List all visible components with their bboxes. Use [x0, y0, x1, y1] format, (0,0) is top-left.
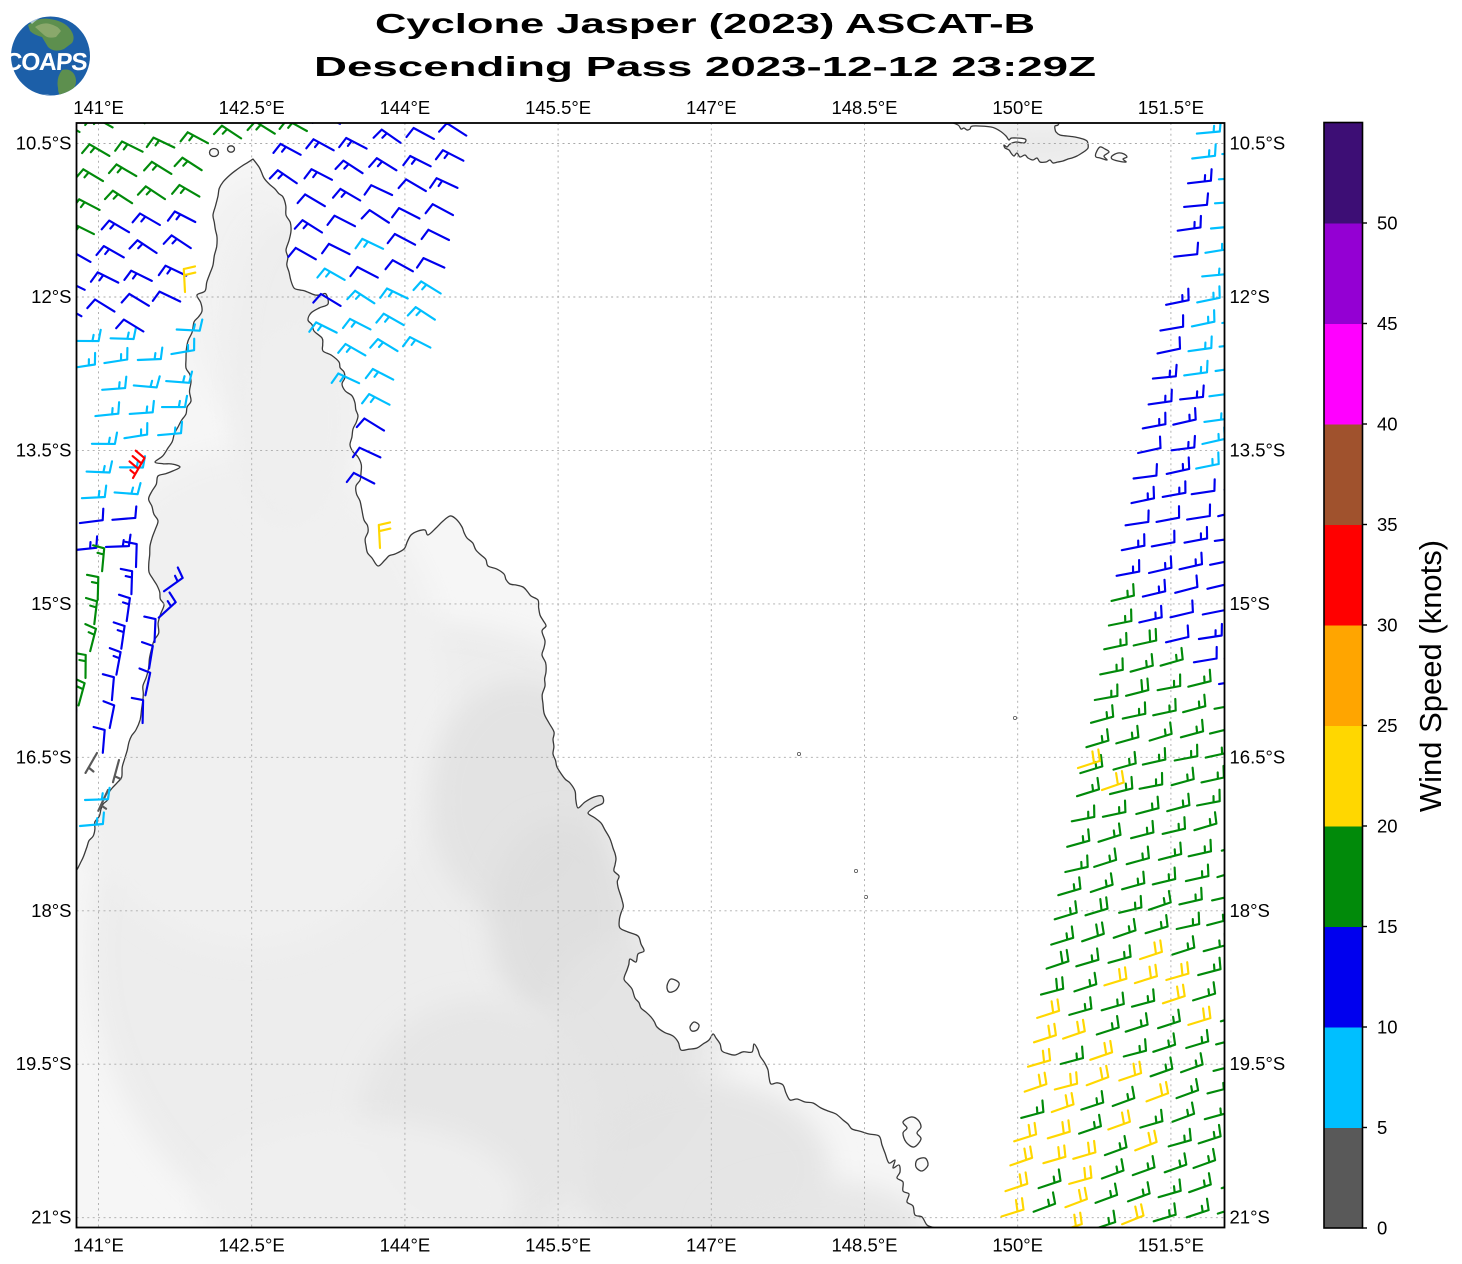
- svg-text:19.5°S: 19.5°S: [16, 1053, 72, 1074]
- svg-text:0: 0: [1377, 1218, 1387, 1239]
- svg-text:45: 45: [1377, 313, 1398, 334]
- svg-text:145.5°E: 145.5°E: [525, 1235, 591, 1256]
- svg-text:COAPS: COAPS: [4, 49, 89, 76]
- svg-text:21°S: 21°S: [31, 1207, 71, 1228]
- svg-text:Cyclone Jasper (2023) ASCAT-B: Cyclone Jasper (2023) ASCAT-B: [375, 8, 1035, 39]
- svg-text:151.5°E: 151.5°E: [1138, 1235, 1204, 1256]
- svg-text:141°E: 141°E: [73, 1235, 124, 1256]
- svg-text:16.5°S: 16.5°S: [1230, 746, 1286, 767]
- svg-text:15°S: 15°S: [31, 593, 71, 614]
- svg-text:18°S: 18°S: [1230, 900, 1270, 921]
- svg-text:142.5°E: 142.5°E: [219, 97, 285, 118]
- svg-text:21°S: 21°S: [1230, 1207, 1270, 1228]
- svg-text:147°E: 147°E: [686, 1235, 737, 1256]
- svg-text:145.5°E: 145.5°E: [525, 97, 591, 118]
- svg-text:150°E: 150°E: [992, 97, 1043, 118]
- svg-text:151.5°E: 151.5°E: [1138, 97, 1204, 118]
- svg-text:10.5°S: 10.5°S: [1230, 133, 1286, 154]
- svg-text:142.5°E: 142.5°E: [219, 1235, 285, 1256]
- svg-text:18°S: 18°S: [31, 900, 71, 921]
- svg-text:150°E: 150°E: [992, 1235, 1043, 1256]
- svg-text:35: 35: [1377, 514, 1398, 535]
- svg-text:40: 40: [1377, 414, 1398, 435]
- svg-text:Wind Speed (knots): Wind Speed (knots): [1413, 540, 1448, 812]
- svg-text:5: 5: [1377, 1117, 1387, 1138]
- svg-text:15: 15: [1377, 916, 1398, 937]
- svg-text:30: 30: [1377, 615, 1398, 636]
- svg-text:141°E: 141°E: [73, 97, 124, 118]
- svg-text:15°S: 15°S: [1230, 593, 1270, 614]
- svg-text:16.5°S: 16.5°S: [16, 746, 72, 767]
- svg-text:Descending Pass 2023-12-12 23:: Descending Pass 2023-12-12 23:29Z: [314, 51, 1096, 82]
- svg-text:147°E: 147°E: [686, 97, 737, 118]
- svg-text:12°S: 12°S: [31, 286, 71, 307]
- svg-text:20: 20: [1377, 816, 1398, 837]
- svg-text:13.5°S: 13.5°S: [16, 439, 72, 460]
- svg-text:10: 10: [1377, 1017, 1398, 1038]
- svg-text:25: 25: [1377, 715, 1398, 736]
- svg-text:10.5°S: 10.5°S: [16, 133, 72, 154]
- svg-text:148.5°E: 148.5°E: [831, 1235, 897, 1256]
- svg-text:13.5°S: 13.5°S: [1230, 439, 1286, 460]
- svg-text:144°E: 144°E: [380, 1235, 431, 1256]
- svg-text:19.5°S: 19.5°S: [1230, 1053, 1286, 1074]
- svg-text:12°S: 12°S: [1230, 286, 1270, 307]
- svg-text:148.5°E: 148.5°E: [831, 97, 897, 118]
- svg-text:144°E: 144°E: [380, 97, 431, 118]
- svg-text:50: 50: [1377, 213, 1398, 234]
